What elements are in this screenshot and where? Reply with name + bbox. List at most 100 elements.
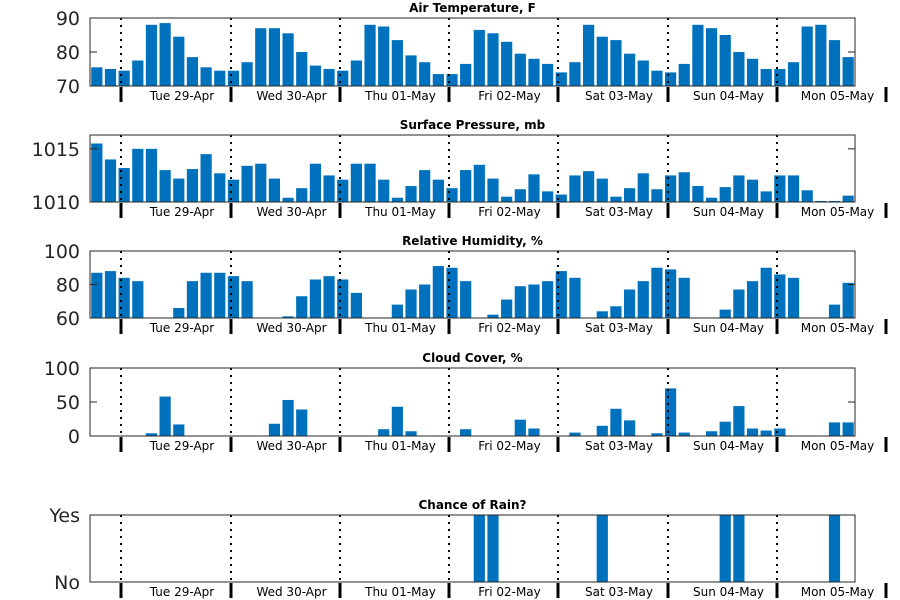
x-tick-label: Sat 03-May <box>585 205 653 219</box>
chart-bar <box>787 277 800 318</box>
chart-bar <box>760 430 772 436</box>
chart-bar <box>705 28 718 86</box>
chart-bar <box>664 175 677 202</box>
chart-bar <box>132 281 144 318</box>
chart-bar <box>104 271 117 318</box>
chart-bar <box>473 29 485 86</box>
chart-panel: No Yes Chance of Rain? Tue 29-Apr Wed 30-Apr… <box>48 498 888 599</box>
chart-bar <box>200 272 212 318</box>
chart-title: Surface Pressure, mb <box>400 118 546 132</box>
chart-bar <box>637 60 649 86</box>
chart-bar <box>186 169 199 202</box>
chart-bar <box>787 62 800 86</box>
chart-bar <box>446 267 458 318</box>
chart-bar <box>296 188 308 202</box>
x-tick-label: Thu 01-May <box>364 439 436 453</box>
chart-bar <box>118 70 130 86</box>
chart-bar <box>391 40 403 86</box>
x-tick-label: Wed 30-Apr <box>256 205 326 219</box>
x-tick-label: Thu 01-May <box>364 585 436 599</box>
chart-bar <box>132 148 144 202</box>
chart-bar <box>132 60 144 86</box>
chart-bar <box>145 433 158 436</box>
chart-title: Chance of Rain? <box>418 498 526 512</box>
chart-bar <box>542 63 554 86</box>
chart-bar <box>309 65 321 86</box>
chart-bar <box>282 33 294 86</box>
chart-bar <box>391 197 403 202</box>
chart-bar <box>323 69 335 86</box>
chart-bar <box>432 179 444 202</box>
chart-bar <box>774 69 786 86</box>
chart-bar <box>173 307 185 318</box>
chart-bar <box>555 194 567 202</box>
chart-bar <box>159 396 171 436</box>
chart-bar <box>514 286 526 318</box>
chart-bar <box>501 299 513 318</box>
chart-bar <box>583 24 595 86</box>
chart-bar <box>542 191 554 202</box>
x-tick-label: Sat 03-May <box>585 89 653 103</box>
chart-bar <box>678 63 690 86</box>
x-tick-label: Sun 04-May <box>693 89 764 103</box>
y-tick-label: 0 <box>68 426 80 448</box>
chart-bar <box>337 70 349 86</box>
x-tick-label: Wed 30-Apr <box>256 439 326 453</box>
chart-bar <box>145 24 158 86</box>
chart-bar <box>186 57 199 86</box>
chart-bar <box>241 165 253 202</box>
chart-bar <box>746 179 759 202</box>
x-tick-label: Sun 04-May <box>693 321 764 335</box>
chart-bar <box>664 269 677 318</box>
chart-bar <box>569 277 581 318</box>
chart-bar <box>842 422 854 436</box>
chart-bar <box>364 163 376 202</box>
x-tick-label: Thu 01-May <box>364 321 436 335</box>
chart-bar <box>173 424 185 436</box>
x-tick-label: Fri 02-May <box>478 205 541 219</box>
chart-panel: 0 50 100 Cloud Cover, % Tue 29-Apr Wed 30-Apr… <box>44 351 888 453</box>
chart-bar <box>337 279 349 318</box>
y-tick-label: 100 <box>44 358 80 380</box>
chart-bar <box>651 70 663 86</box>
y-tick-label: 90 <box>56 8 80 30</box>
y-tick-label: 80 <box>56 275 80 297</box>
chart-title: Relative Humidity, % <box>402 234 543 248</box>
chart-bar <box>555 271 567 318</box>
chart-bar <box>569 62 581 86</box>
plot-frame <box>89 514 856 583</box>
chart-bar <box>91 272 103 318</box>
chart-bar <box>350 163 362 202</box>
chart-bar <box>514 419 526 436</box>
chart-bar <box>350 60 362 86</box>
chart-bar <box>255 163 267 202</box>
chart-bar <box>432 266 444 318</box>
y-tick-label: 70 <box>56 76 80 98</box>
x-tick-label: Tue 29-Apr <box>149 205 214 219</box>
chart-bar <box>842 195 854 202</box>
chart-bar <box>624 53 636 86</box>
x-tick-label: Sun 04-May <box>693 205 764 219</box>
chart-bar <box>801 26 813 86</box>
chart-bar <box>405 55 417 86</box>
chart-bar <box>118 167 130 202</box>
chart-bar <box>719 515 731 582</box>
chart-bar <box>378 26 390 86</box>
chart-bar <box>733 175 745 202</box>
chart-bar <box>282 197 294 202</box>
chart-bar <box>200 67 212 86</box>
chart-bar <box>104 69 117 86</box>
chart-bar <box>733 515 745 582</box>
chart-bar <box>664 388 677 436</box>
chart-bar <box>268 28 281 86</box>
chart-bar <box>296 296 308 318</box>
x-tick-label: Sat 03-May <box>585 585 653 599</box>
x-tick-label: Tue 29-Apr <box>149 585 214 599</box>
chart-bar <box>528 174 540 202</box>
x-tick-label: Sat 03-May <box>585 321 653 335</box>
chart-panel: 70 80 90 Air Temperature, F Tue 29-Apr Wed 30… <box>56 1 888 103</box>
chart-bar <box>391 304 403 318</box>
chart-bar <box>241 62 253 86</box>
chart-bar <box>828 422 841 436</box>
